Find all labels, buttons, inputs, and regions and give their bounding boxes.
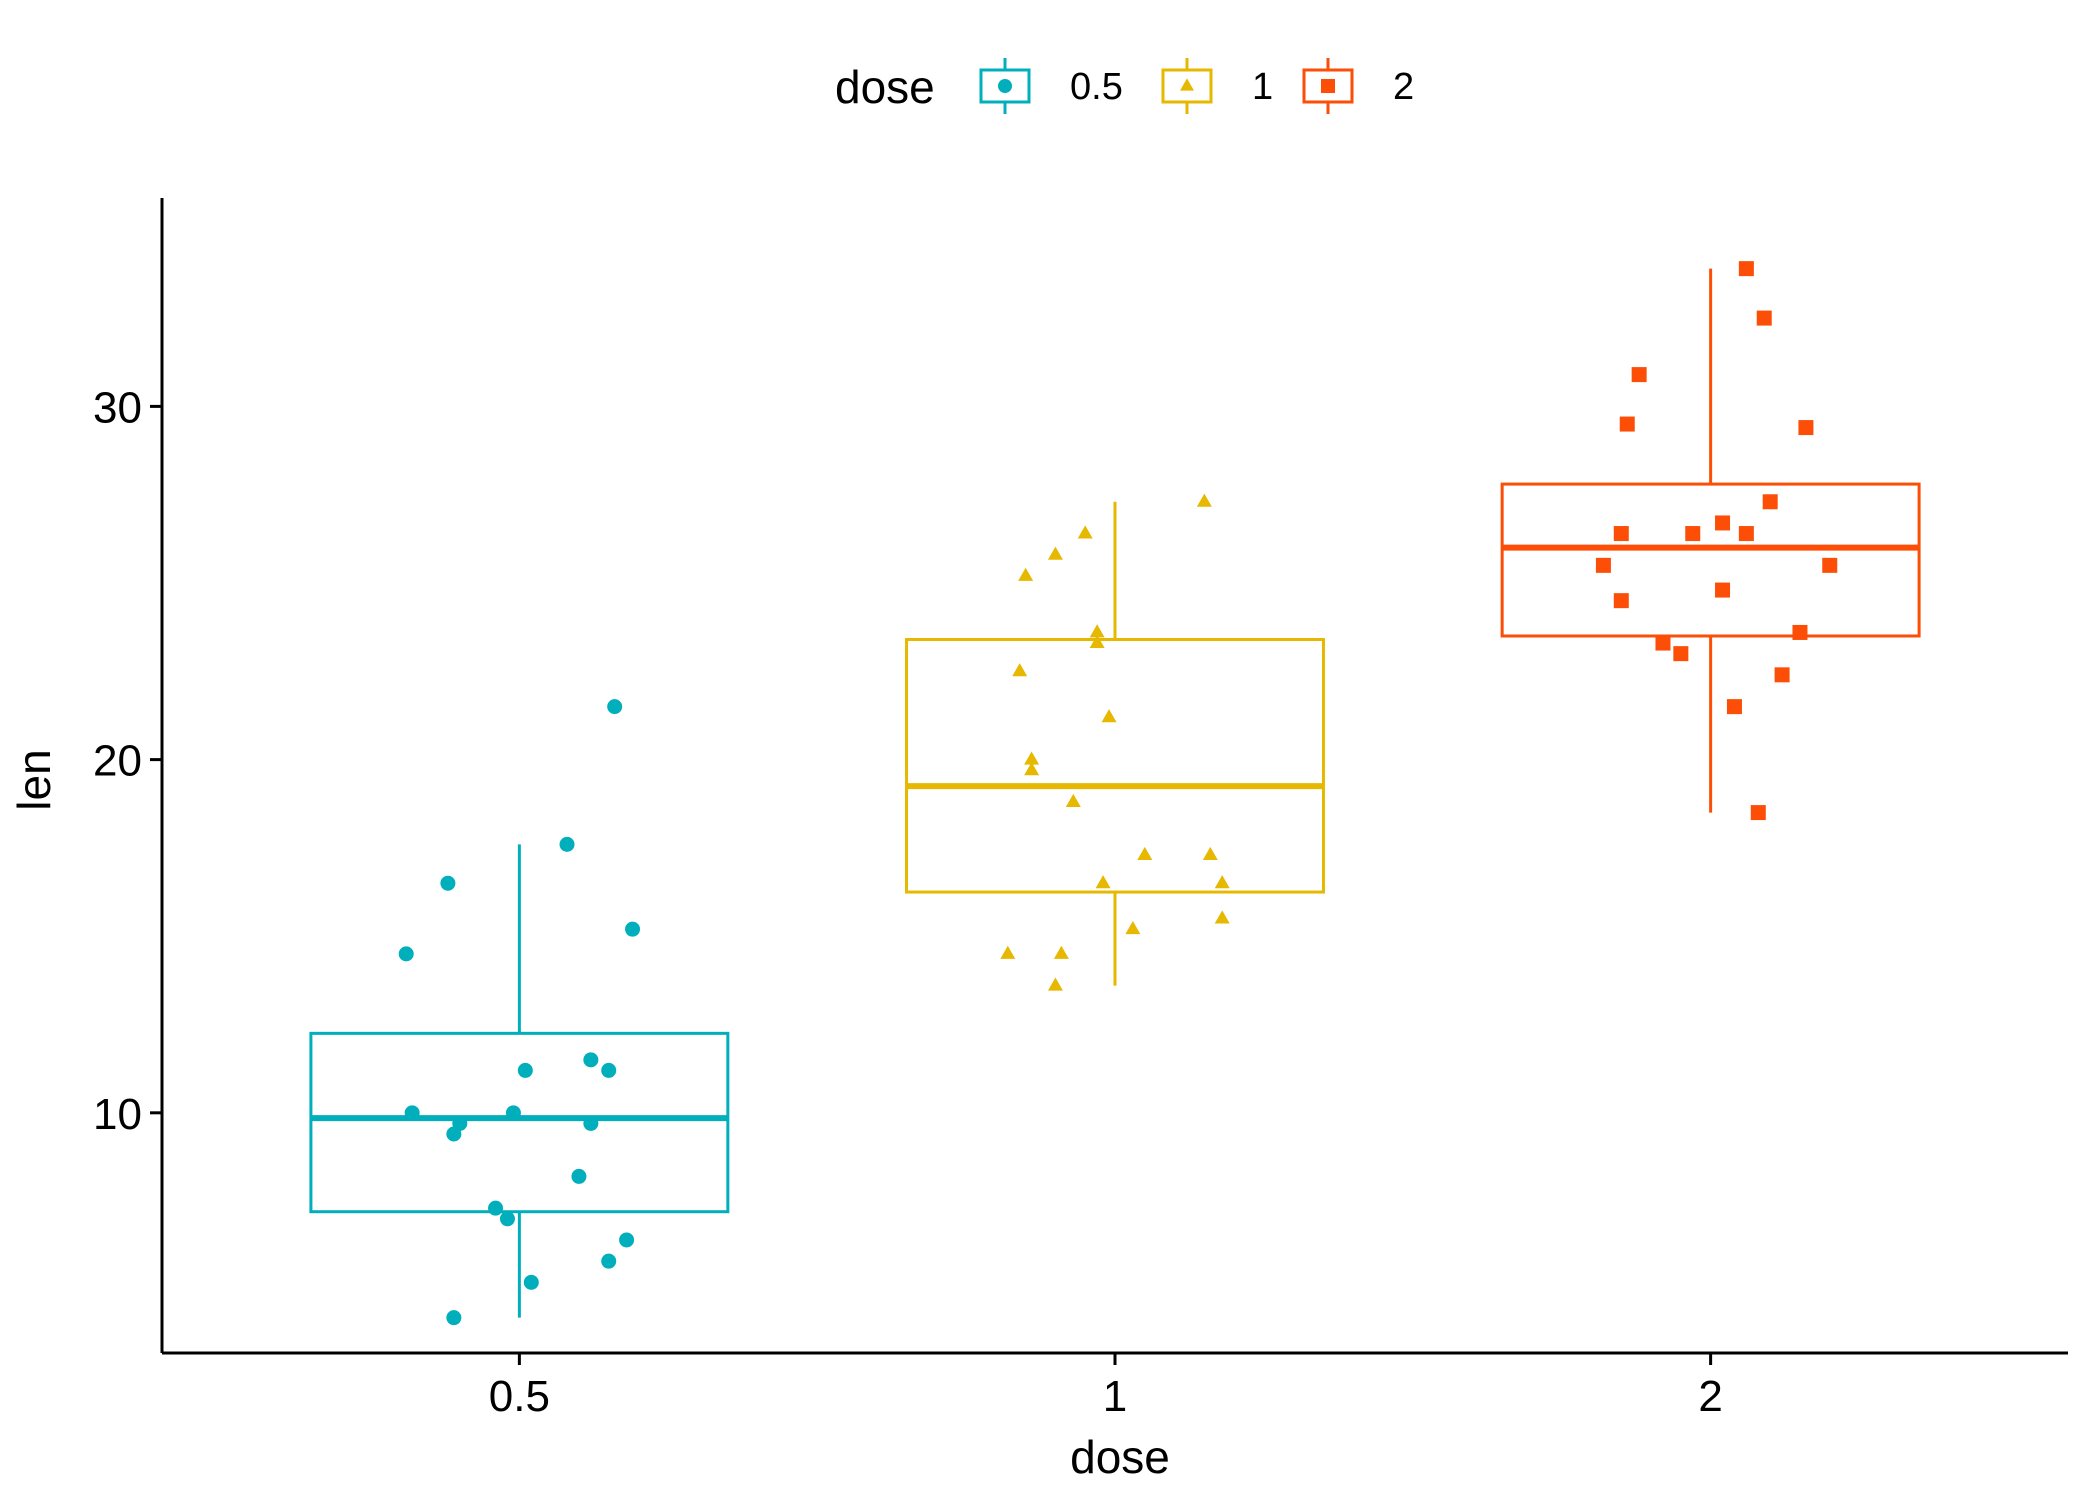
legend-label-0.5: 0.5 [1070, 66, 1123, 108]
legend-item-1: 1 [1161, 58, 1273, 114]
legend: dose 0.5 1 2 [835, 58, 1414, 114]
point-1-11 [1089, 624, 1105, 638]
point-0.5-19 [625, 921, 641, 937]
point-2-17 [1792, 624, 1808, 640]
box-2 [1500, 482, 1921, 638]
point-0.5-9 [517, 1062, 533, 1078]
legend-box-2 [1302, 68, 1354, 104]
box-group-1 [905, 501, 1325, 986]
point-0.5-18 [619, 1232, 635, 1248]
point-1-13 [1101, 709, 1117, 723]
x-tick-label-2: 2 [1698, 1372, 1722, 1421]
box-layer [309, 268, 1921, 1318]
point-1-8 [1065, 793, 1081, 807]
box-group-0.5 [309, 844, 730, 1318]
point-2-13 [1750, 805, 1766, 821]
plot-area [309, 261, 1921, 1326]
point-1-18 [1214, 910, 1230, 924]
point-2-18 [1798, 420, 1814, 436]
point-2-16 [1774, 667, 1790, 683]
point-0.5-14 [583, 1115, 599, 1131]
point-0.5-11 [559, 836, 575, 852]
point-2-12 [1738, 261, 1754, 277]
point-0.5-3 [446, 1310, 462, 1326]
point-0.5-16 [601, 1062, 617, 1078]
point-1-7 [1053, 945, 1069, 959]
point-0.5-10 [523, 1274, 539, 1290]
point-1-15 [1137, 846, 1153, 860]
x-tick-label-1: 1 [1103, 1372, 1127, 1421]
point-1-5 [1047, 546, 1063, 560]
legend-item-2: 2 [1302, 58, 1414, 114]
point-2-4 [1631, 367, 1647, 383]
point-2-5 [1655, 635, 1671, 651]
point-1-19 [1214, 875, 1230, 889]
legend-marker-1 [1180, 78, 1194, 91]
point-0.5-12 [571, 1168, 587, 1184]
point-1-14 [1125, 921, 1141, 935]
point-1-17 [1202, 846, 1218, 860]
point-2-10 [1726, 699, 1742, 715]
x-ticks: 0.5 1 2 [489, 1353, 1723, 1421]
point-0.5-5 [452, 1115, 468, 1131]
legend-item-0.5: 0.5 [979, 58, 1123, 114]
point-1-0 [1000, 945, 1016, 959]
legend-marker-2 [1321, 79, 1335, 93]
y-tick-label-0: 10 [93, 1090, 142, 1139]
legend-title: dose [835, 61, 935, 113]
point-0.5-15 [601, 1253, 617, 1269]
point-0.5-2 [440, 875, 456, 891]
point-0.5-17 [607, 699, 623, 715]
point-2-15 [1762, 494, 1778, 510]
point-2-14 [1756, 310, 1772, 326]
legend-label-2: 2 [1393, 66, 1414, 108]
point-0.5-13 [583, 1052, 599, 1068]
box-group-2 [1500, 268, 1921, 813]
point-1-10 [1089, 634, 1105, 649]
point-1-12 [1095, 875, 1111, 889]
point-2-0 [1595, 557, 1611, 573]
point-layer [398, 261, 1838, 1326]
point-0.5-1 [404, 1105, 420, 1121]
y-tick-label-2: 30 [93, 383, 142, 432]
legend-label-1: 1 [1252, 66, 1273, 108]
point-1-2 [1018, 567, 1034, 581]
point-2-9 [1715, 582, 1731, 598]
point-1-3 [1024, 762, 1040, 776]
point-0.5-7 [499, 1211, 515, 1227]
point-2-2 [1613, 593, 1629, 609]
box-0.5 [309, 1031, 730, 1214]
point-1-4 [1024, 751, 1040, 765]
point-1-1 [1012, 663, 1028, 677]
point-0.5-8 [505, 1105, 521, 1121]
point-2-6 [1673, 646, 1689, 662]
box-1 [905, 638, 1325, 894]
point-0.5-0 [398, 946, 414, 962]
legend-marker-0.5 [998, 79, 1012, 93]
y-tick-label-1: 20 [93, 737, 142, 786]
y-axis-title: len [8, 749, 60, 810]
point-1-6 [1047, 977, 1063, 991]
axes: 10 20 30 0.5 1 2 dose len [8, 198, 2068, 1483]
point-1-9 [1077, 525, 1093, 539]
point-2-1 [1613, 526, 1629, 542]
legend-items: 0.5 1 2 [979, 58, 1414, 114]
point-2-8 [1715, 515, 1731, 531]
x-tick-label-0: 0.5 [489, 1372, 550, 1421]
point-2-7 [1685, 526, 1701, 542]
point-0.5-6 [488, 1200, 504, 1216]
y-ticks: 10 20 30 [93, 383, 162, 1139]
x-axis-title: dose [1070, 1431, 1170, 1483]
point-1-16 [1196, 493, 1212, 507]
point-2-11 [1738, 526, 1754, 542]
point-2-3 [1619, 416, 1635, 432]
point-2-19 [1822, 557, 1838, 573]
